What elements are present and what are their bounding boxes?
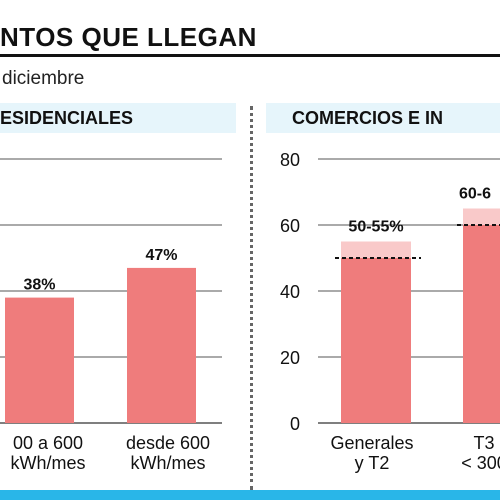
right-y-tick-label: 20 [280,348,300,368]
right-category-label: Generales [330,433,413,453]
left-category-label: 00 a 600 [13,433,83,453]
left-bar-data-label: 38% [23,277,55,294]
panel-title-residenciales-text: ESIDENCIALES [0,108,134,128]
left-bar [127,267,196,423]
right-bar [341,258,411,423]
right-y-tick-label: 80 [280,150,300,170]
left-bar [5,297,74,423]
right-y-tick-label: 60 [280,216,300,236]
left-category-label: kWh/mes [10,453,85,473]
right-bar [463,225,500,423]
panel-divider [250,106,253,490]
right-bar-data-label: 50-55% [348,219,403,236]
right-bar-range [463,208,500,225]
title-rule [0,54,500,57]
panel-title-comercios: COMERCIOS E IN [266,103,500,133]
right-bar-range [341,241,411,258]
page-title: NTOS QUE LLEGAN [0,18,330,56]
right-category-label: T3 [473,433,494,453]
right-category-label: < 300 [461,453,500,473]
bottom-band [0,490,500,500]
left-bar-data-label: 47% [145,247,177,264]
left-category-label: desde 600 [126,433,210,453]
right-y-tick-label: 40 [280,282,300,302]
right-category-label: y T2 [355,453,390,473]
panel-title-comercios-text: COMERCIOS E IN [292,108,444,128]
right-bar-data-label: 60-6 [459,186,491,203]
subtitle: diciembre [2,68,85,89]
right-y-tick-label: 0 [290,414,300,434]
left-category-label: kWh/mes [130,453,205,473]
panel-title-residenciales: ESIDENCIALES [0,103,236,133]
